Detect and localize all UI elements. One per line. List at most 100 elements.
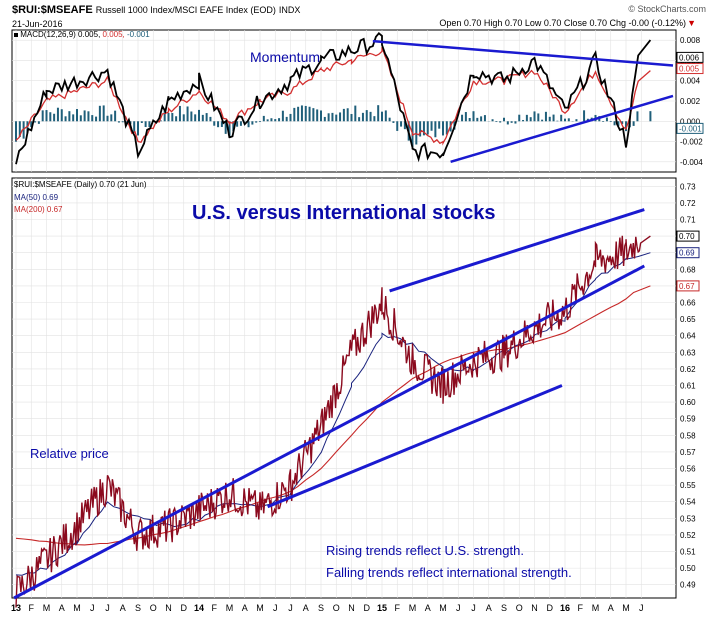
x-tick-label: 16: [560, 603, 570, 613]
down-triangle-icon: ▼: [687, 18, 696, 28]
x-tick-label: N: [348, 603, 355, 613]
x-tick-label: O: [333, 603, 340, 613]
macd-trendline-upper: [372, 39, 674, 67]
x-tick-label: M: [73, 603, 81, 613]
macd-y-tick-label: 0.002: [680, 97, 701, 106]
x-tick-label: M: [43, 603, 51, 613]
x-tick-label: M: [439, 603, 447, 613]
x-tick-label: M: [256, 603, 264, 613]
price-y-tick-label: 0.68: [680, 265, 696, 274]
x-tick-label: 14: [194, 603, 204, 613]
legend-marker: [14, 32, 18, 37]
x-tick-label: A: [303, 603, 309, 613]
x-axis: 13 F M A M J J A S O N D 14 F M A M J J A S O N D 15 F M A M J J A S O N D 1…: [11, 603, 644, 613]
x-tick-label: J: [273, 603, 278, 613]
x-tick-label: A: [425, 603, 431, 613]
macd-y-tick-label: 0.000: [680, 117, 701, 126]
price-y-tick-label: 0.61: [680, 382, 696, 391]
macd-legend-v1: 0.005,: [78, 30, 101, 39]
x-tick-label: A: [120, 603, 126, 613]
x-tick-label: J: [105, 603, 110, 613]
x-tick-label: J: [90, 603, 95, 613]
price-y-tick-label: 0.65: [680, 315, 696, 324]
macd-value-flag: [676, 122, 704, 134]
x-tick-label: N: [165, 603, 172, 613]
x-tick-label: O: [150, 603, 157, 613]
macd-value-flag: [676, 51, 704, 63]
price-legend-title: $RUI:$MSEAFE (Daily) 0.70 (21 Jun): [14, 180, 147, 189]
macd-legend: MACD(12,26,9) 0.005, 0.005, -0.001: [14, 30, 150, 39]
x-tick-label: M: [409, 603, 417, 613]
macd-value-flag: [676, 63, 704, 75]
price-title: U.S. versus International stocks: [192, 202, 495, 224]
exchange-label: INDX: [278, 5, 301, 15]
x-tick-label: A: [59, 603, 65, 613]
price-y-tick-label: 0.58: [680, 431, 696, 440]
macd-y-tick-label: 0.004: [680, 77, 701, 86]
x-tick-label: N: [531, 603, 538, 613]
ma200-legend-text: MA(200) 0.67: [14, 205, 63, 214]
ma50-legend-text: MA(50) 0.69: [14, 193, 59, 202]
price-y-tick-label: 0.56: [680, 465, 696, 474]
price-y-tick-label: 0.63: [680, 348, 696, 357]
chart-symbol: $RUI:$MSEAFE Russell 1000 Index/MSCI EAF…: [12, 4, 300, 16]
price-y-tick-label: 0.54: [680, 498, 696, 507]
macd-legend-v2: 0.005,: [102, 30, 125, 39]
macd-value-flag-text: 0.005: [679, 65, 700, 74]
price-value-flag: [676, 280, 700, 292]
price-value-flag-text: 0.70: [679, 232, 695, 241]
price-frame: [11, 177, 677, 599]
x-tick-label: A: [486, 603, 492, 613]
x-tick-label: J: [639, 603, 644, 613]
price-value-flag-text: 0.69: [679, 249, 695, 258]
macd-trendline-lower: [450, 94, 674, 164]
macd-y-tick-label: -0.002: [680, 138, 703, 147]
x-tick-label: D: [364, 603, 371, 613]
x-tick-label: J: [288, 603, 293, 613]
macd-legend-title: MACD(12,26,9): [20, 30, 76, 39]
macd-legend-v3: -0.001: [127, 30, 150, 39]
macd-value-flag-text: -0.001: [679, 124, 702, 133]
price-value-flag-text: 0.67: [679, 282, 695, 291]
price-y-tick-label: 0.55: [680, 481, 696, 490]
price-y-tick-label: 0.51: [680, 548, 696, 557]
x-tick-label: S: [318, 603, 324, 613]
price-line: [15, 235, 651, 608]
x-tick-label: A: [608, 603, 614, 613]
price-y-tick-label: 0.60: [680, 398, 696, 407]
macd-y-tick-label: 0.008: [680, 36, 701, 45]
price-legend: $RUI:$MSEAFE (Daily) 0.70 (21 Jun): [14, 180, 147, 189]
price-y-tick-label: 0.66: [680, 299, 696, 308]
x-tick-label: F: [395, 603, 401, 613]
falling-trends-annotation: Falling trends reflect international str…: [326, 565, 572, 580]
price-y-tick-label: 0.53: [680, 514, 696, 523]
x-tick-label: F: [29, 603, 35, 613]
x-tick-label: S: [135, 603, 141, 613]
ma200-legend: MA(200) 0.67: [14, 205, 62, 214]
macd-line: [15, 32, 652, 165]
stockcharts-logo: © StockCharts.com: [628, 4, 706, 14]
price-y-tick-label: 0.59: [680, 415, 696, 424]
price-y-tick-label: 0.72: [680, 199, 696, 208]
price-y-tick-label: 0.50: [680, 564, 696, 573]
symbol-text: $RUI:$MSEAFE: [12, 4, 93, 16]
ohlc-readout: Open 0.70 High 0.70 Low 0.70 Close 0.70 …: [439, 18, 686, 28]
chart-date: 21-Jun-2016: [12, 19, 63, 29]
ma50-line: [15, 252, 651, 576]
x-tick-label: D: [181, 603, 188, 613]
x-tick-label: J: [471, 603, 476, 613]
symbol-description: Russell 1000 Index/MSCI EAFE Index (EOD): [95, 5, 276, 15]
price-y-tick-label: 0.73: [680, 182, 696, 191]
x-tick-label: 13: [11, 603, 21, 613]
price-panel: 0.73 0.72 0.71 0.70 0.69 0.68 0.67 0.66 0.65 0.64…: [11, 177, 700, 608]
price-y-tick-label: 0.52: [680, 531, 696, 540]
price-y-tick-label: 0.71: [680, 216, 696, 225]
price-y-tick-label: 0.49: [680, 581, 696, 590]
x-tick-label: D: [547, 603, 554, 613]
x-tick-label: F: [212, 603, 218, 613]
price-trendline-lower: [267, 384, 563, 509]
x-tick-label: M: [226, 603, 234, 613]
x-tick-label: S: [501, 603, 507, 613]
x-tick-label: O: [516, 603, 523, 613]
